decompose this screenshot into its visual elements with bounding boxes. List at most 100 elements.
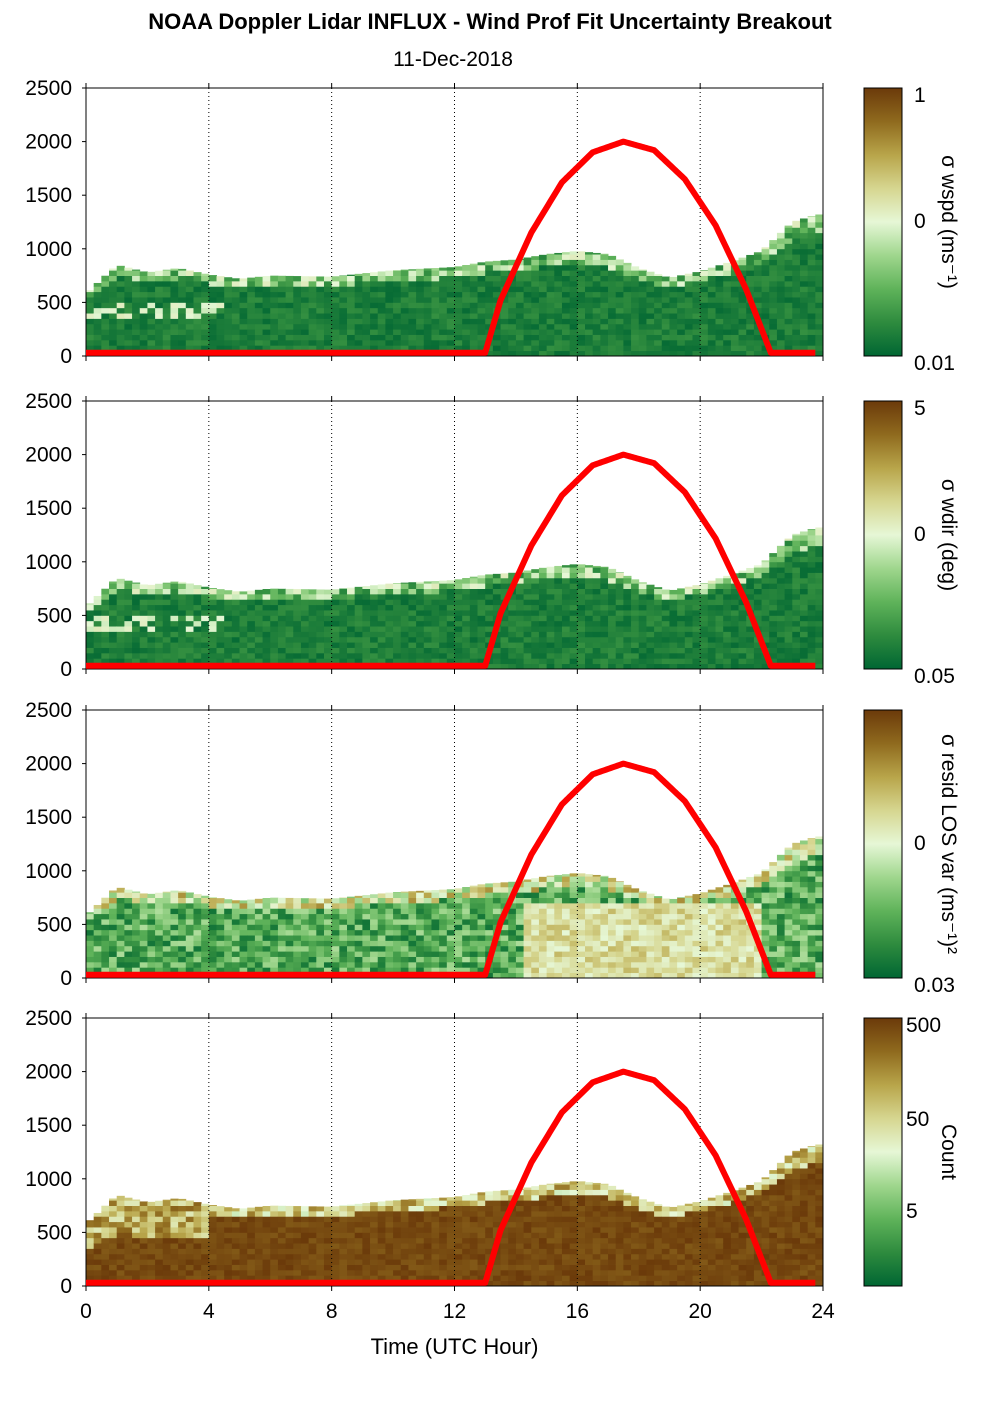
heatmap-cell [700, 604, 709, 611]
heatmap-cell [439, 620, 448, 627]
heatmap-cell [792, 572, 801, 579]
heatmap-cell [799, 652, 809, 659]
heatmap-cell [638, 302, 647, 309]
heatmap-cell [239, 599, 248, 606]
heatmap-cell [469, 345, 478, 352]
heatmap-cell [101, 897, 110, 904]
heatmap-cell [661, 956, 670, 963]
heatmap-cell [500, 297, 509, 303]
heatmap-cell [347, 307, 356, 314]
heatmap-cell [300, 642, 310, 648]
heatmap-cell [554, 874, 563, 877]
heatmap-cell [155, 945, 164, 952]
heatmap-cell [224, 313, 233, 319]
heatmap-cell [577, 919, 586, 925]
heatmap-cell [600, 886, 609, 893]
heatmap-cell [531, 615, 540, 622]
heatmap-cell [178, 318, 187, 325]
heatmap-cell [116, 297, 125, 303]
heatmap-cell [638, 329, 647, 335]
heatmap-cell [354, 935, 363, 941]
heatmap-cell [385, 297, 394, 303]
heatmap-cell [416, 890, 425, 893]
heatmap-cell [193, 626, 202, 632]
heatmap-cell [124, 615, 133, 622]
heatmap-cell [807, 642, 816, 648]
heatmap-cell [546, 902, 555, 909]
heatmap-cell [408, 908, 417, 915]
heatmap-cell [538, 626, 548, 632]
heatmap-cell [600, 307, 609, 314]
heatmap-cell [669, 318, 678, 325]
heatmap-cell [523, 604, 532, 611]
heatmap-cell [124, 275, 133, 282]
heatmap-cell [569, 588, 578, 595]
heatmap-cell [608, 647, 617, 654]
heatmap-cell [784, 538, 793, 541]
heatmap-cell [585, 956, 594, 963]
heatmap-cell [631, 919, 640, 925]
heatmap-cell [546, 291, 555, 298]
heatmap-cell [746, 935, 755, 941]
heatmap-cell [193, 967, 202, 974]
heatmap-cell [224, 919, 233, 925]
heatmap-cell [677, 908, 686, 915]
heatmap-cell [462, 929, 471, 936]
heatmap-cell [408, 631, 417, 638]
heatmap-cell [784, 636, 793, 643]
heatmap-cell [216, 589, 225, 595]
heatmap-cell [147, 307, 156, 314]
heatmap-cell [86, 345, 95, 352]
heatmap-cell [293, 276, 302, 282]
heatmap-cell [646, 610, 655, 616]
heatmap-cell [362, 642, 371, 648]
heatmap-cell [477, 631, 486, 638]
heatmap-cell [654, 636, 663, 643]
heatmap-cell [254, 599, 263, 606]
heatmap-cell [677, 313, 686, 319]
heatmap-cell [631, 266, 640, 271]
heatmap-cell [132, 642, 141, 648]
heatmap-cell [631, 961, 640, 968]
heatmap-cell [362, 956, 371, 963]
heatmap-cell [600, 908, 609, 915]
heatmap-cell [815, 248, 824, 255]
heatmap-cell [615, 339, 624, 346]
heatmap-cell [661, 276, 670, 282]
heatmap-cell [331, 652, 340, 659]
heatmap-cell [508, 593, 517, 600]
heatmap-cell [761, 291, 770, 298]
heatmap-cell [700, 307, 709, 314]
heatmap-cell [162, 615, 171, 622]
heatmap-cell [723, 626, 732, 632]
heatmap-cell [700, 951, 709, 957]
heatmap-cell [454, 291, 463, 298]
heatmap-cell [799, 658, 809, 665]
heatmap-cell [339, 626, 348, 632]
heatmap-cell [416, 291, 425, 298]
heatmap-cell [239, 636, 248, 643]
heatmap-cell [423, 345, 432, 352]
heatmap-cell [577, 599, 586, 606]
heatmap-cell [623, 652, 632, 659]
heatmap-cell [684, 615, 693, 622]
heatmap-cell [316, 297, 325, 303]
heatmap-cell [385, 270, 394, 276]
heatmap-cell [147, 924, 156, 931]
heatmap-cell [638, 615, 647, 622]
heatmap-cell [700, 583, 709, 589]
heatmap-cell [592, 270, 601, 276]
heatmap-cell [561, 318, 571, 325]
heatmap-cell [546, 935, 555, 941]
heatmap-cell [147, 345, 156, 352]
heatmap-cell [761, 945, 770, 952]
heatmap-cell [638, 891, 647, 893]
heatmap-cell [231, 940, 240, 947]
heatmap-cell [86, 642, 95, 648]
heatmap-cell [715, 297, 724, 303]
heatmap-cell [208, 647, 217, 654]
heatmap-cell [139, 951, 148, 957]
heatmap-cell [354, 339, 363, 346]
heatmap-cell [784, 567, 793, 573]
heatmap-cell [723, 902, 732, 909]
